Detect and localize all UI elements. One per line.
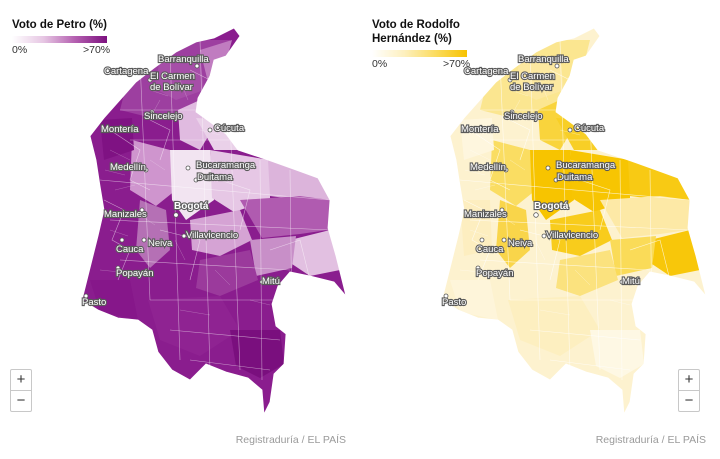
petro-label-barranquilla: Barranquilla [158, 54, 209, 65]
hernandez-label-bucaramanga: Bucaramanga [556, 160, 616, 171]
petro-legend-title: Voto de Petro (%) [12, 18, 122, 32]
hernandez-legend-max: >70% [443, 58, 471, 70]
hernandez-label-neiva: Neiva [508, 238, 533, 249]
petro-label-cartagena: Cartagena [104, 66, 149, 77]
hernandez-map-panel: Voto de Rodolfo Hernández (%) 0% >70% [360, 0, 720, 459]
hernandez-label-cauca: Cauca [476, 244, 504, 255]
hernandez-legend-gradient [372, 50, 467, 57]
petro-legend-gradient [12, 36, 107, 43]
hernandez-label-el-carmen: El Carmen [510, 71, 555, 82]
petro-label-bucaramanga: Bucaramanga [196, 160, 256, 171]
petro-zoom-out-button[interactable]: − [16, 392, 26, 409]
petro-zoom-control: + − [10, 369, 32, 412]
petro-label-pasto: Pasto [82, 297, 106, 308]
petro-source-credit: Registraduría / EL PAÍS [235, 434, 346, 446]
hernandez-zoom-out-button[interactable]: − [684, 392, 694, 409]
petro-label-manizales: Manizales [104, 209, 147, 220]
hernandez-label-villavicencio: Villavicencio [546, 230, 598, 241]
petro-country-outline [81, 27, 347, 416]
petro-legend-min: 0% [12, 44, 28, 56]
hernandez-label-mitu: Mitú [622, 276, 640, 287]
petro-legend: Voto de Petro (%) 0% >70% [12, 18, 122, 56]
hernandez-country-outline [441, 27, 707, 416]
hernandez-label-medellin: Medellín [470, 162, 506, 173]
petro-label-bogota: Bogotá [174, 201, 209, 212]
petro-label-neiva: Neiva [148, 238, 173, 249]
petro-label-de-bolivar: de Bolívar [150, 82, 193, 93]
petro-legend-max: >70% [83, 44, 111, 56]
hernandez-label-monteria: Montería [461, 124, 499, 135]
hernandez-label-duitama: Duitama [557, 172, 593, 183]
hernandez-legend-title-line1: Voto de Rodolfo [372, 19, 460, 31]
hernandez-choropleth-map[interactable]: Barranquilla Cartagena El Carmen de Bolí… [360, 0, 720, 459]
hernandez-label-bogota: Bogotá [534, 201, 569, 212]
petro-label-el-carmen: El Carmen [150, 71, 195, 82]
petro-label-villavicencio: Villavicencio [186, 230, 238, 241]
hernandez-label-cucuta: Cúcuta [574, 123, 605, 134]
hernandez-label-popayan: Popayán [476, 268, 514, 279]
hernandez-source-credit: Registraduría / EL PAÍS [595, 434, 706, 446]
petro-zoom-in-button[interactable]: + [11, 370, 31, 391]
petro-label-medellin: Medellín [110, 162, 146, 173]
petro-label-monteria: Montería [101, 124, 139, 135]
hernandez-legend-scale: 0% >70% [372, 58, 482, 70]
petro-label-duitama: Duitama [197, 172, 233, 183]
petro-map-panel: Voto de Petro (%) 0% >70% [0, 0, 360, 459]
hernandez-label-sincelejo: Sincelejo [504, 111, 543, 122]
hernandez-label-manizales: Manizales [464, 209, 507, 220]
petro-label-popayan: Popayán [116, 268, 154, 279]
hernandez-legend-title-line2: Hernández (%) [372, 33, 452, 45]
hernandez-legend: Voto de Rodolfo Hernández (%) 0% >70% [372, 18, 482, 70]
petro-label-cucuta: Cúcuta [214, 123, 245, 134]
hernandez-label-barranquilla: Barranquilla [518, 54, 569, 65]
petro-label-mitu: Mitú [262, 276, 280, 287]
hernandez-zoom-in-button[interactable]: + [679, 370, 699, 391]
petro-region-borders-fine [99, 79, 271, 316]
hernandez-legend-title: Voto de Rodolfo Hernández (%) [372, 18, 482, 46]
hernandez-label-pasto: Pasto [442, 297, 466, 308]
petro-label-sincelejo: Sincelejo [144, 111, 183, 122]
hernandez-label-cartagena: Cartagena [464, 66, 509, 77]
petro-choropleth-map[interactable]: Barranquilla Cartagena El Carmen de Bolí… [0, 0, 360, 459]
hernandez-label-de-bolivar: de Bolívar [510, 82, 553, 93]
petro-label-cauca: Cauca [116, 244, 144, 255]
hernandez-city-labels: Barranquilla Cartagena El Carmen de Bolí… [441, 53, 641, 309]
petro-legend-title-line1: Voto de Petro (%) [12, 19, 107, 31]
hernandez-region-borders [459, 39, 691, 381]
petro-city-labels: Barranquilla Cartagena El Carmen de Bolí… [81, 53, 281, 309]
petro-regions [82, 28, 346, 414]
hernandez-region-borders-fine [459, 79, 631, 316]
petro-legend-scale: 0% >70% [12, 44, 122, 56]
hernandez-legend-min: 0% [372, 58, 388, 70]
hernandez-zoom-control: + − [678, 369, 700, 412]
